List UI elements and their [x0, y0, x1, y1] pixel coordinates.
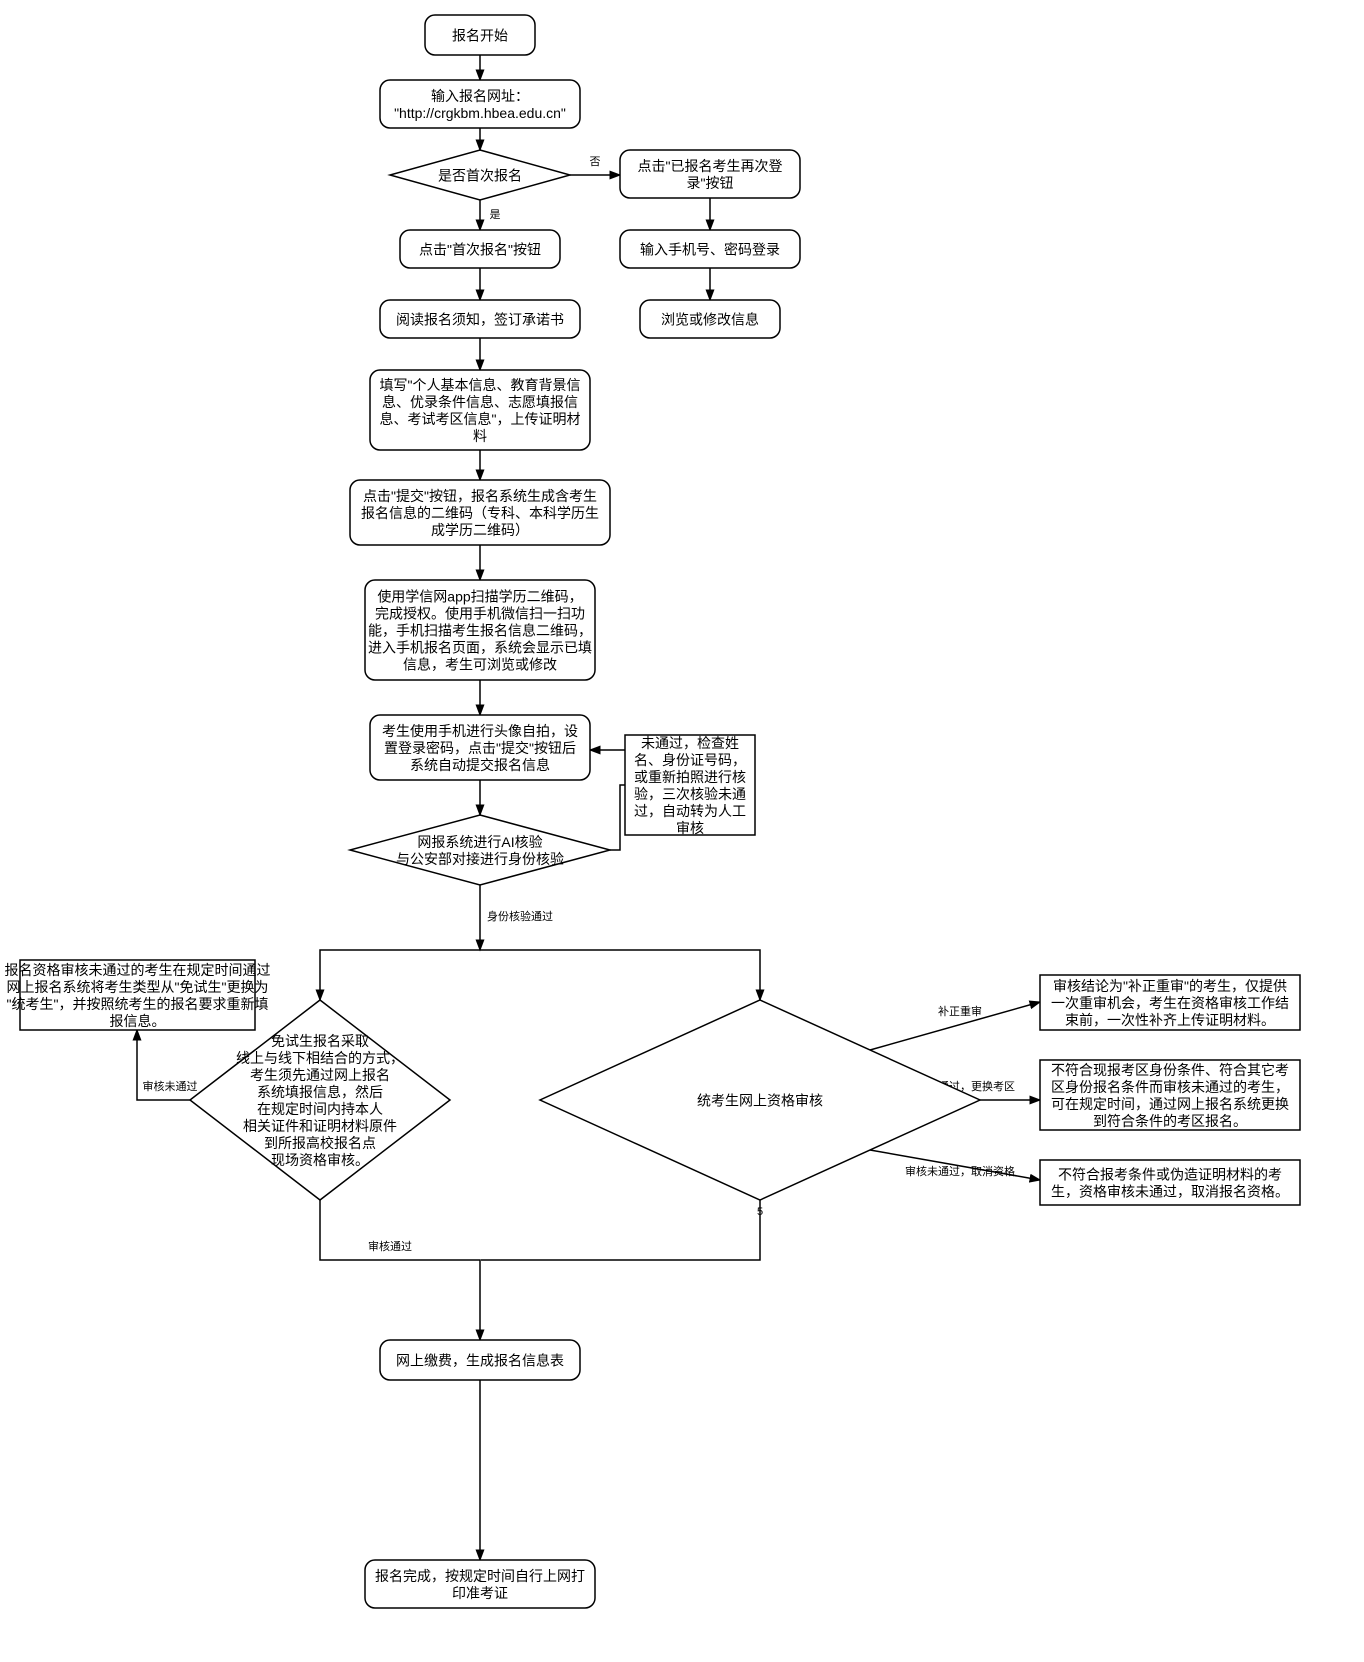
edge-label-14: 身份核验通过 [487, 909, 553, 923]
node-n7: 使用学信网app扫描学历二维码，完成授权。使用手机微信扫一扫功能，手机扫描考生报… [365, 580, 595, 680]
node-text-n2-1: "http://crgkbm.hbea.edu.cn" [394, 105, 566, 121]
node-text-d3-1: 线上与线下相结合的方式， [236, 1050, 404, 1066]
edge-19 [481, 1200, 760, 1260]
node-text-n6-1: 报名信息的二维码（专科、本科学历生 [361, 505, 599, 521]
node-text-n9c-2: 可在规定时间，通过网上报名系统更换 [1051, 1096, 1289, 1112]
node-text-n2-0: 输入报名网址： [431, 88, 529, 104]
node-n9d: 不符合报考条件或伪造证明材料的考生，资格审核未通过，取消报名资格。 [1040, 1160, 1300, 1205]
node-n9a: 报名资格审核未通过的考生在规定时间通过网上报名系统将考生类型从"免试生"更换为"… [5, 960, 271, 1030]
edge-16 [480, 950, 760, 1000]
node-text-n8-2: 系统自动提交报名信息 [410, 757, 550, 773]
node-n2: 输入报名网址："http://crgkbm.hbea.edu.cn" [380, 80, 580, 128]
node-text-n5-1: 息、优录条件信息、志愿填报信 [382, 394, 578, 410]
flowchart-canvas: 是否身份核验通过审核未通过审核通过5补正重审审核未通过，更换考区审核未通过，取消… [0, 0, 1364, 1662]
node-text-n9b-1: 一次重审机会，考生在资格审核工作结 [1051, 995, 1289, 1011]
node-n1: 报名开始 [425, 15, 535, 55]
node-text-n6-2: 成学历二维码） [431, 522, 529, 538]
node-text-n9b-0: 审核结论为"补正重审"的考生，仅提供 [1053, 978, 1287, 994]
node-text-n11-0: 报名完成，按规定时间自行上网打 [375, 1568, 585, 1584]
edge-label-2: 是 [490, 208, 501, 221]
node-text-n3b-1: 录"按钮 [687, 175, 734, 191]
node-text-d4-0: 统考生网上资格审核 [697, 1093, 823, 1109]
edges-layer: 是否身份核验通过审核未通过审核通过5补正重审审核未通过，更换考区审核未通过，取消… [137, 55, 1040, 1560]
node-text-n3c-0: 输入手机号、密码登录 [640, 242, 780, 258]
node-text-n9a-1: 网上报名系统将考生类型从"免试生"更换为 [7, 979, 269, 995]
edge-label-18: 审核通过 [368, 1239, 412, 1253]
node-text-n8b-2: 或重新拍照进行核 [634, 769, 746, 785]
node-text-n5-0: 填写"个人基本信息、教育背景信 [380, 377, 581, 393]
node-n8b: 未通过，检查姓名、身份证号码，或重新拍照进行核验，三次核验未通过，自动转为人工审… [625, 735, 755, 836]
node-text-n9a-0: 报名资格审核未通过的考生在规定时间通过 [5, 962, 271, 978]
node-text-n11-1: 印准考证 [452, 1585, 508, 1601]
node-d2: 网报系统进行AI核验与公安部对接进行身份核验 [350, 815, 610, 885]
node-text-n7-1: 完成授权。使用手机微信扫一扫功 [375, 606, 585, 622]
edge-15 [320, 950, 480, 1000]
node-text-n7-3: 进入手机报名页面，系统会显示已填 [368, 640, 592, 656]
node-text-n7-0: 使用学信网app扫描学历二维码， [377, 589, 582, 605]
node-text-d3-3: 系统填报信息，然后 [257, 1084, 383, 1100]
node-n9b: 审核结论为"补正重审"的考生，仅提供一次重审机会，考生在资格审核工作结束前，一次… [1040, 975, 1300, 1030]
node-text-n7-4: 信息，考生可浏览或修改 [403, 657, 557, 673]
node-text-n9d-1: 生，资格审核未通过，取消报名资格。 [1051, 1184, 1289, 1200]
node-text-d3-4: 在规定时间内持本人 [257, 1101, 383, 1117]
node-n10: 网上缴费，生成报名信息表 [380, 1340, 580, 1380]
node-n4: 阅读报名须知，签订承诺书 [380, 300, 580, 338]
node-text-d3-2: 考生须先通过网上报名 [250, 1067, 390, 1083]
edge-12 [610, 785, 625, 850]
edge-label-22: 审核未通过，取消资格 [905, 1164, 1015, 1178]
node-text-n9b-2: 束前，一次性补齐上传证明材料。 [1065, 1012, 1275, 1028]
node-text-n3d-0: 浏览或修改信息 [661, 312, 759, 328]
nodes-layer: 报名开始输入报名网址："http://crgkbm.hbea.edu.cn"是否… [5, 15, 1301, 1608]
node-text-n8-1: 置登录密码，点击"提交"按钮后 [384, 740, 576, 756]
node-text-n8b-1: 名、身份证号码， [634, 752, 746, 768]
node-text-n8b-5: 审核 [676, 820, 704, 836]
edge-label-3: 否 [590, 156, 601, 168]
edge-label-19: 5 [757, 1206, 763, 1218]
node-text-d3-0: 免试生报名采取 [271, 1033, 369, 1049]
node-text-n6-0: 点击"提交"按钮，报名系统生成含考生 [363, 488, 597, 504]
node-d1: 是否首次报名 [390, 150, 570, 200]
node-n3d: 浏览或修改信息 [640, 300, 780, 338]
node-text-n9a-2: "统考生"，并按照统考生的报名要求重新填 [7, 996, 269, 1012]
node-n3b: 点击"已报名考生再次登录"按钮 [620, 150, 800, 198]
edge-label-20: 补正重审 [938, 1004, 982, 1018]
node-text-n8b-3: 验，三次核验未通 [634, 786, 746, 802]
node-text-d1-0: 是否首次报名 [438, 168, 522, 184]
node-n5: 填写"个人基本信息、教育背景信息、优录条件信息、志愿填报信息、考试考区信息"，上… [370, 370, 590, 450]
node-text-d2-1: 与公安部对接进行身份核验 [396, 851, 564, 867]
node-text-d3-5: 相关证件和证明材料原件 [243, 1118, 397, 1134]
node-n6: 点击"提交"按钮，报名系统生成含考生报名信息的二维码（专科、本科学历生成学历二维… [350, 480, 610, 545]
node-text-n4-0: 阅读报名须知，签订承诺书 [396, 312, 564, 328]
node-n9c: 不符合现报考区身份条件、符合其它考区身份报名条件而审核未通过的考生，可在规定时间… [1040, 1060, 1300, 1130]
node-text-n1-0: 报名开始 [452, 28, 508, 44]
node-text-n5-3: 料 [473, 428, 487, 444]
node-n3c: 输入手机号、密码登录 [620, 230, 800, 268]
node-text-n9c-3: 到符合条件的考区报名。 [1093, 1113, 1247, 1129]
node-text-n9a-3: 报信息。 [110, 1013, 166, 1029]
node-text-n9d-0: 不符合报考条件或伪造证明材料的考 [1058, 1167, 1282, 1183]
node-text-d3-6: 到所报高校报名点 [264, 1135, 376, 1151]
node-text-d2-0: 网报系统进行AI核验 [417, 834, 542, 850]
node-text-n7-2: 能，手机扫描考生报名信息二维码， [368, 623, 592, 639]
node-n3: 点击"首次报名"按钮 [400, 230, 560, 268]
edge-18 [320, 1200, 480, 1340]
node-text-n8b-0: 未通过，检查姓 [641, 735, 739, 751]
node-n11: 报名完成，按规定时间自行上网打印准考证 [365, 1560, 595, 1608]
node-text-n8b-4: 过，自动转为人工 [634, 803, 746, 819]
node-text-n9c-0: 不符合现报考区身份条件、符合其它考 [1051, 1062, 1289, 1078]
node-text-n3b-0: 点击"已报名考生再次登 [638, 158, 783, 174]
node-n8: 考生使用手机进行头像自拍，设置登录密码，点击"提交"按钮后系统自动提交报名信息 [370, 715, 590, 780]
node-text-n8-0: 考生使用手机进行头像自拍，设 [382, 723, 578, 739]
edge-label-17: 审核未通过 [143, 1079, 198, 1093]
node-text-n9c-1: 区身份报名条件而审核未通过的考生， [1051, 1079, 1289, 1095]
node-text-d3-7: 现场资格审核。 [271, 1152, 369, 1168]
node-text-n3-0: 点击"首次报名"按钮 [419, 242, 541, 258]
node-text-n10-0: 网上缴费，生成报名信息表 [396, 1353, 564, 1369]
node-text-n5-2: 息、考试考区信息"，上传证明材 [380, 411, 581, 427]
